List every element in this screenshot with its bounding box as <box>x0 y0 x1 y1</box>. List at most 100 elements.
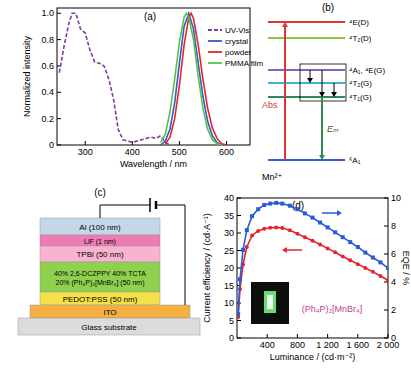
marker <box>268 202 272 206</box>
y-tick-label: 15 <box>224 281 234 291</box>
marker <box>241 248 245 252</box>
device-layer <box>40 292 160 305</box>
layer-label: PEDOT:PSS (50 nm) <box>63 295 138 304</box>
marker <box>333 230 337 234</box>
energy-level <box>268 82 345 84</box>
y-tick-label: 20 <box>224 263 234 273</box>
legend-swatch <box>208 40 222 42</box>
energy-level <box>268 159 345 161</box>
y2-axis-title: EQE / % <box>401 251 411 286</box>
y-tick <box>237 250 241 251</box>
marker <box>245 228 249 232</box>
device-stack: (c) Al (100 nm) LiF (1 nm) TPBi (50 nm) 40% … <box>18 187 200 335</box>
marker <box>250 233 254 237</box>
marker <box>274 201 278 205</box>
energy-level <box>268 96 345 98</box>
y2-tick <box>384 254 388 255</box>
y2-tick <box>384 198 388 199</box>
x-tick <box>357 334 358 338</box>
marker <box>386 278 388 282</box>
y2-tick-label: 10 <box>391 193 401 203</box>
marker <box>280 226 284 230</box>
layer-label: 20% (Ph₄P)₂[MnBr₄] (50 nm) <box>56 279 145 287</box>
y-tick <box>237 215 241 216</box>
background <box>0 0 411 369</box>
device-layer <box>40 218 160 235</box>
legend-swatch <box>208 51 222 53</box>
series-line <box>161 13 222 145</box>
battery <box>149 198 151 212</box>
y-tick-label: 40 <box>224 193 234 203</box>
wire <box>156 205 185 305</box>
device-layer <box>40 262 160 292</box>
legend-swatch <box>208 62 222 64</box>
layer-label: Al (100 nm) <box>79 223 121 232</box>
annotation: (Ph₄P)₂[MnBr₄] <box>302 304 362 314</box>
y-tick-label: 1.0 <box>41 8 54 18</box>
axis-arrow-head <box>282 247 287 253</box>
ion-label: Mn²⁺ <box>262 172 282 182</box>
level-label: ⁴T₁(G) <box>349 93 372 102</box>
level-label: ⁴E(D) <box>349 18 369 27</box>
x-tick <box>297 334 298 338</box>
relax-arrow <box>307 70 313 83</box>
legend-swatch <box>208 29 222 31</box>
energy-diagram: (b)⁴E(D)⁴T₂(D)⁴A₁, ⁴E(G)⁴T₂(G)⁴T₁(G)⁶A₁A… <box>262 2 386 182</box>
marker <box>371 270 375 274</box>
marker <box>356 245 360 249</box>
legend-label: crystal <box>225 37 248 46</box>
marker <box>288 228 292 232</box>
x-tick-label: 500 <box>172 147 187 157</box>
relax-arrow <box>331 83 337 97</box>
marker <box>303 235 307 239</box>
panel-label: (a) <box>144 11 156 22</box>
x-tick <box>85 141 86 145</box>
layer-label: TPBi (50 nm) <box>76 250 123 259</box>
marker <box>326 246 330 250</box>
abs-arrow <box>282 22 288 160</box>
x-tick <box>267 334 268 338</box>
device-layer <box>40 235 160 246</box>
em-arrow-head <box>319 155 325 160</box>
marker <box>318 243 322 247</box>
abs-arrow-shaft <box>284 26 286 160</box>
layer-label: ITO <box>103 308 116 317</box>
axis-arrow-shaft <box>286 249 302 251</box>
layer-label: LiF (1 nm) <box>84 238 116 246</box>
y-tick <box>237 320 241 321</box>
layer-label: 40% 2,6-DCZPPY 40% TCTA <box>54 270 146 277</box>
series-line <box>161 13 222 145</box>
y2-tick <box>384 338 388 339</box>
x-tick-label: 400 <box>260 340 275 350</box>
legend-label: UV-Vis <box>225 26 249 35</box>
em-arrow-shaft <box>321 97 323 156</box>
y-tick-label: 30 <box>224 228 234 238</box>
marker <box>363 266 367 270</box>
abs-label: Abs <box>262 100 278 110</box>
y2-tick-label: 6 <box>391 249 396 259</box>
y-tick <box>237 233 241 234</box>
y-tick <box>57 13 61 14</box>
marker <box>237 312 240 316</box>
x-tick-label: 300 <box>78 147 93 157</box>
relax-arrow-shaft <box>310 70 311 79</box>
x-tick-label: 1 600 <box>347 340 370 350</box>
x-tick-label: 800 <box>290 340 305 350</box>
y2-tick-label: 0 <box>391 333 396 343</box>
marker <box>256 229 260 233</box>
level-label: ⁶A₁ <box>349 156 361 165</box>
level-box <box>300 64 346 101</box>
y-tick <box>57 39 61 40</box>
inset-photo-bg <box>251 282 289 324</box>
x-tick <box>179 141 180 145</box>
panel-label: (c) <box>94 187 106 198</box>
layer-label: Glass substrate <box>81 323 137 332</box>
marker <box>371 256 375 260</box>
inset-glow <box>264 291 276 313</box>
panel-label: (b) <box>322 2 334 13</box>
marker <box>341 235 345 239</box>
y-tick-label: 0.2 <box>41 114 54 124</box>
relax-arrow-head <box>307 78 313 83</box>
marker <box>295 207 299 211</box>
relax-arrow-head <box>319 92 325 97</box>
